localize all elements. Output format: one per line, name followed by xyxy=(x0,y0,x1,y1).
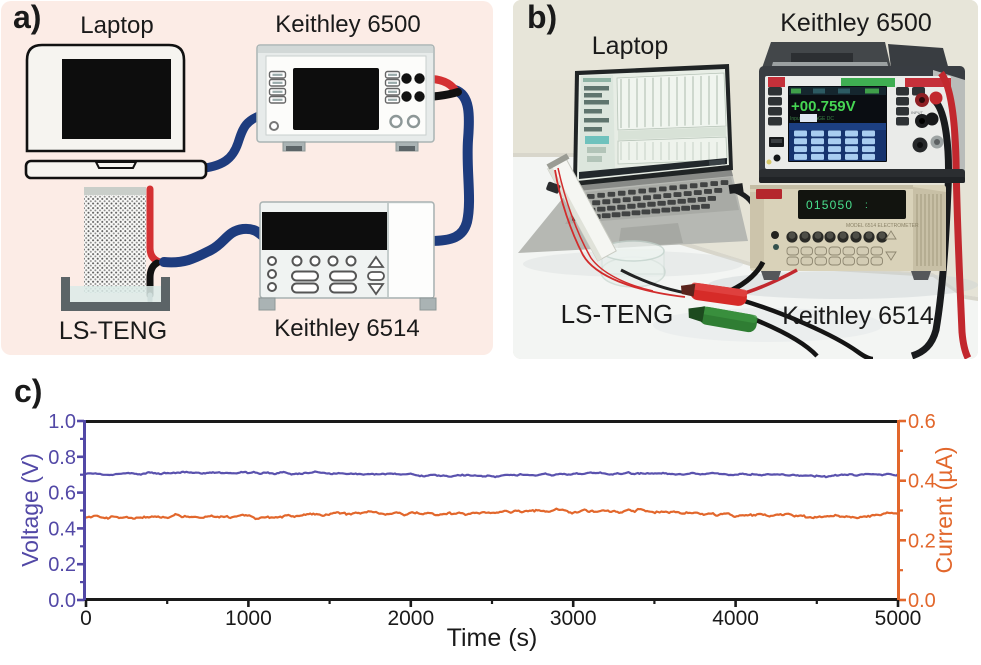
svg-text:1000: 1000 xyxy=(225,607,272,630)
svg-text:4000: 4000 xyxy=(712,607,759,630)
svg-text:Keithley 6500: Keithley 6500 xyxy=(780,9,932,37)
svg-text:015050: 015050 xyxy=(806,198,853,212)
svg-text:Laptop: Laptop xyxy=(80,12,153,39)
svg-text:0.2: 0.2 xyxy=(48,554,76,576)
svg-text:2000: 2000 xyxy=(387,607,434,630)
svg-text:+00.759V: +00.759V xyxy=(791,98,856,115)
svg-text:c): c) xyxy=(14,373,42,409)
svg-text:LS-TENG: LS-TENG xyxy=(59,317,167,345)
svg-text:0: 0 xyxy=(80,607,92,630)
svg-text:0.4: 0.4 xyxy=(908,471,936,493)
svg-text:LS-TENG: LS-TENG xyxy=(561,299,674,329)
svg-text:Keithley 6500: Keithley 6500 xyxy=(275,11,420,38)
svg-text:0.0: 0.0 xyxy=(48,590,76,612)
svg-text:0.4: 0.4 xyxy=(48,518,76,540)
svg-text:1.0: 1.0 xyxy=(48,411,76,433)
svg-text:b): b) xyxy=(527,0,557,35)
svg-text:a): a) xyxy=(13,0,41,35)
svg-text:Voltage (V): Voltage (V) xyxy=(17,453,43,567)
svg-text:0.0: 0.0 xyxy=(908,590,936,612)
svg-text:0.2: 0.2 xyxy=(908,530,936,552)
svg-text:0.6: 0.6 xyxy=(48,483,76,505)
svg-text:Time (s): Time (s) xyxy=(447,624,538,652)
svg-text:Current (µA): Current (µA) xyxy=(931,447,957,574)
svg-text:3000: 3000 xyxy=(550,607,597,630)
svg-text:Laptop: Laptop xyxy=(592,32,668,60)
svg-text::: : xyxy=(865,200,868,211)
svg-text:MODEL 6514 ELECTROMETER: MODEL 6514 ELECTROMETER xyxy=(846,223,919,229)
svg-text:5000: 5000 xyxy=(875,607,922,630)
svg-text:Keithley 6514: Keithley 6514 xyxy=(782,302,934,330)
svg-text:0.6: 0.6 xyxy=(908,411,936,433)
svg-text:Keithley 6514: Keithley 6514 xyxy=(274,315,419,342)
svg-text:0.8: 0.8 xyxy=(48,447,76,469)
svg-text:INPUT: INPUT xyxy=(911,110,924,115)
